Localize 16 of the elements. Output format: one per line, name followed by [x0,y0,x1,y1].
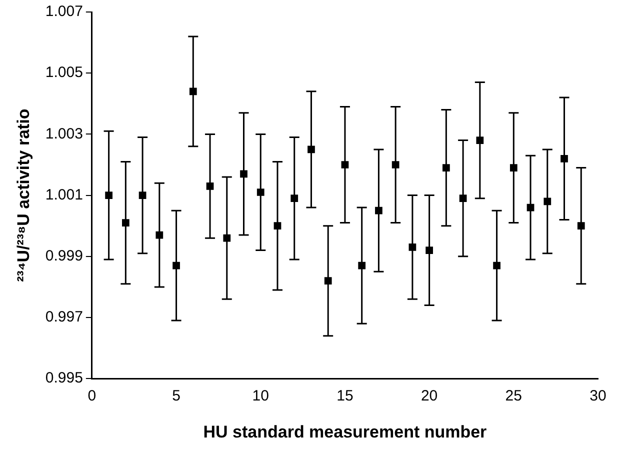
x-tick-label: 15 [336,388,354,405]
x-tick-label: 5 [172,388,180,405]
x-tick-label: 25 [505,388,522,405]
y-tick-label: 1.007 [45,3,83,20]
x-tick-label: 0 [88,388,96,405]
x-tick-label: 30 [590,388,606,405]
y-axis-title: ²³⁴U/²³⁸U activity ratio [14,108,33,282]
y-tick-label: 1.001 [45,186,83,204]
y-tick-label: 0.999 [45,248,83,265]
x-tick-label: 20 [420,388,438,405]
y-tick-label: 0.995 [45,370,83,387]
x-axis-title: HU standard measurement number [203,422,488,442]
x-tick-label: 10 [252,388,269,405]
y-tick-label: 1.003 [45,125,83,142]
y-tick-label: 1.005 [45,64,83,82]
y-tick-label: 0.997 [45,308,83,326]
